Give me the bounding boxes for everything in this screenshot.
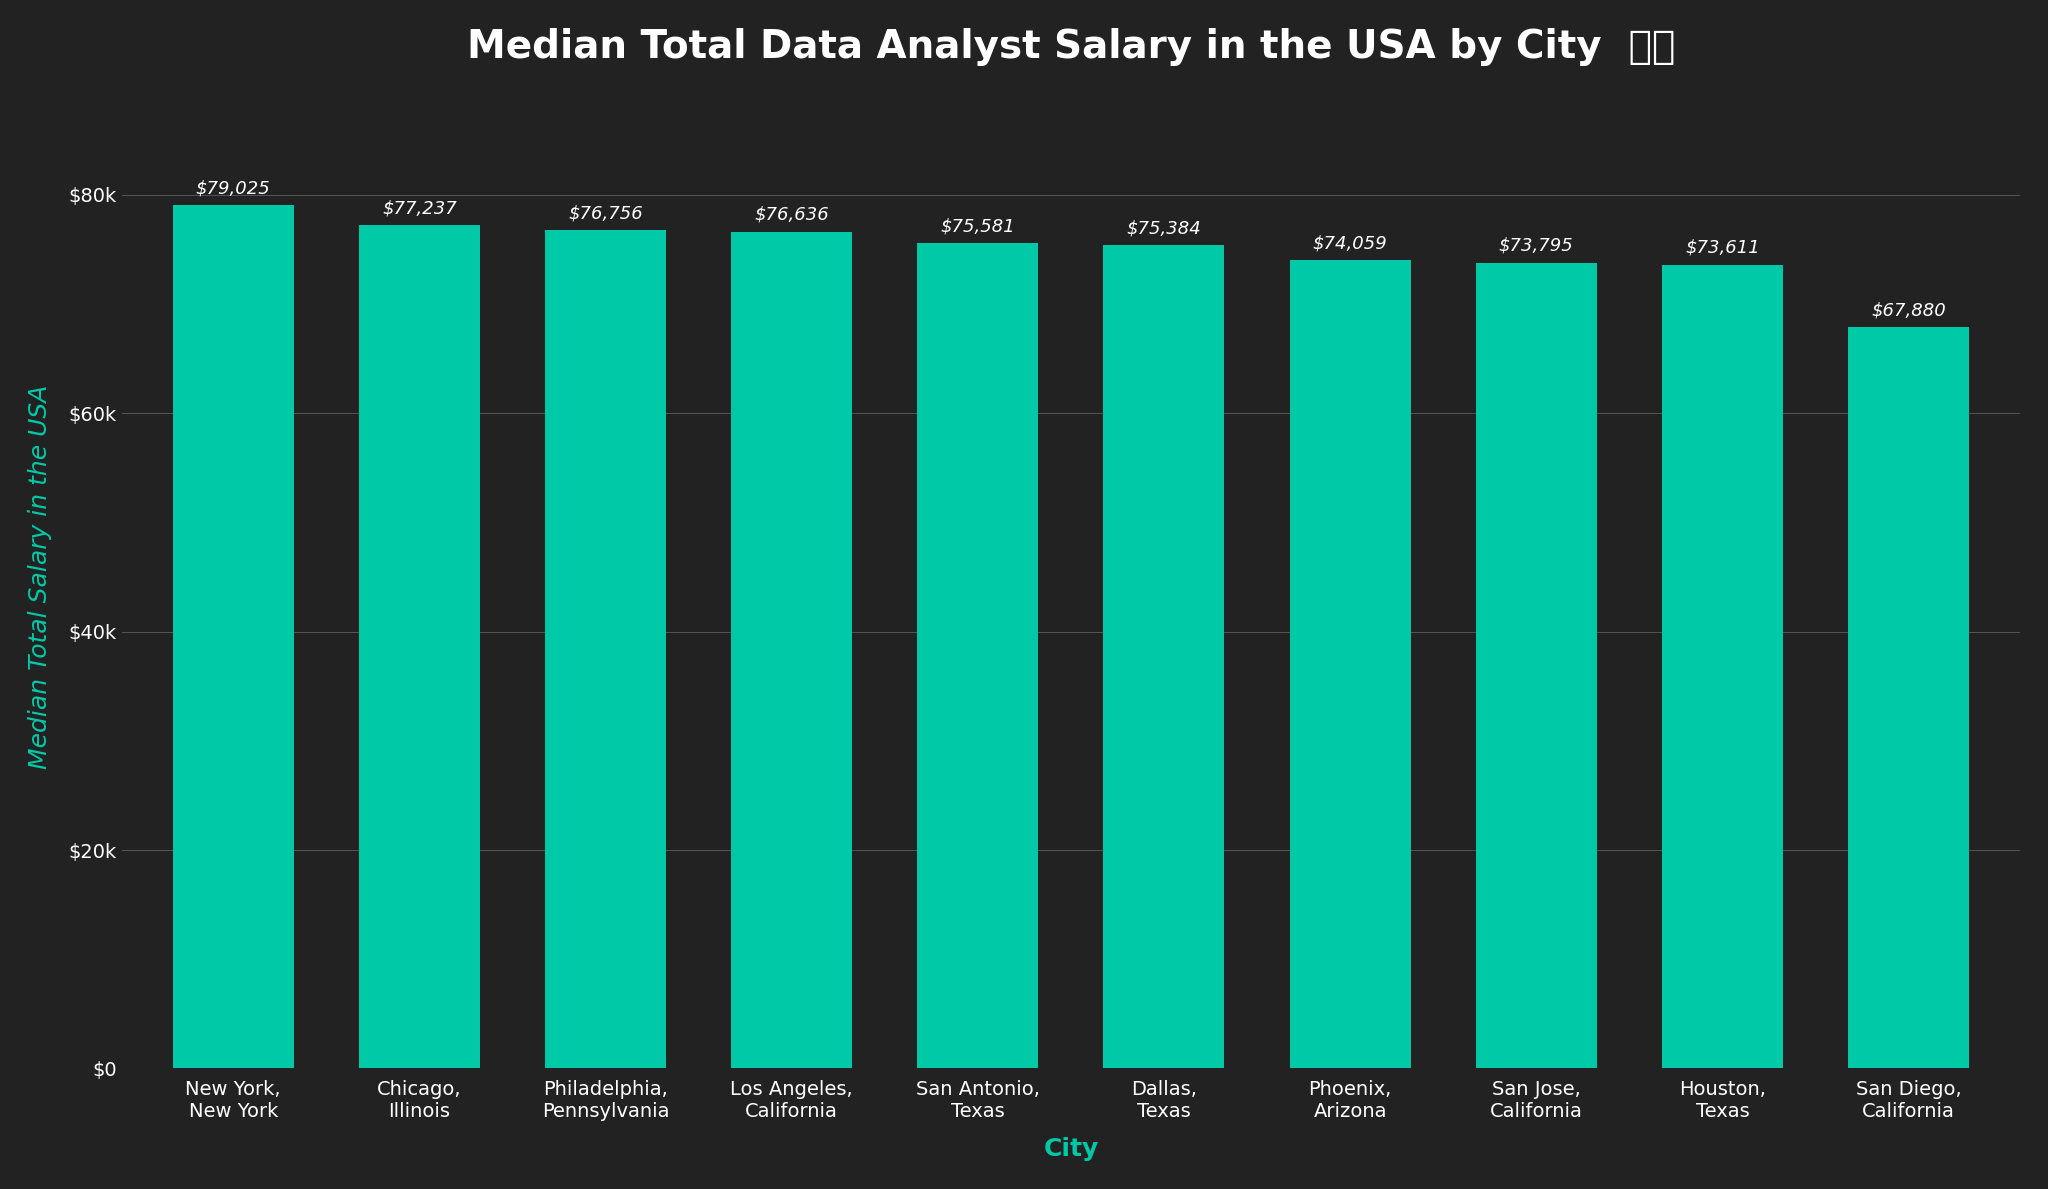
Bar: [731, 232, 852, 1069]
Text: $67,880: $67,880: [1872, 302, 1946, 320]
Text: $77,237: $77,237: [383, 200, 457, 218]
Bar: [1477, 263, 1597, 1069]
Text: $79,025: $79,025: [197, 180, 270, 197]
Bar: [1290, 259, 1411, 1069]
Y-axis label: Median Total Salary in the USA: Median Total Salary in the USA: [29, 385, 51, 769]
Text: $73,795: $73,795: [1499, 237, 1573, 254]
Text: $74,059: $74,059: [1313, 234, 1386, 252]
X-axis label: City: City: [1042, 1137, 1098, 1162]
Text: $76,756: $76,756: [567, 205, 643, 222]
Bar: [918, 243, 1038, 1069]
Text: $75,581: $75,581: [940, 218, 1016, 235]
Text: $76,636: $76,636: [754, 206, 829, 224]
Bar: [1661, 264, 1784, 1069]
Text: $75,384: $75,384: [1126, 220, 1202, 238]
Bar: [358, 225, 479, 1069]
Text: $73,611: $73,611: [1686, 239, 1759, 257]
Bar: [545, 231, 666, 1069]
Bar: [1847, 327, 1968, 1069]
Title: Median Total Data Analyst Salary in the USA by City  🇺🇸: Median Total Data Analyst Salary in the …: [467, 27, 1675, 65]
Bar: [172, 206, 293, 1069]
Bar: [1104, 245, 1225, 1069]
